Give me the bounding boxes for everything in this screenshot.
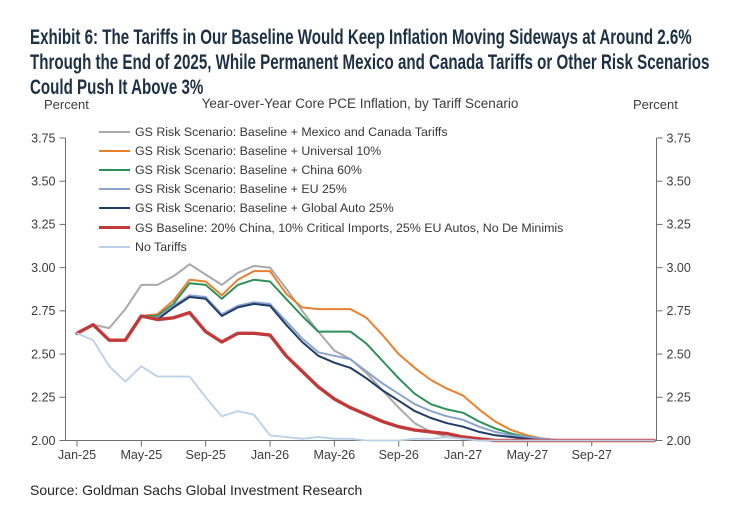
y-tick-label-left: 3.50: [31, 175, 55, 189]
source-line: Source: Goldman Sachs Global Investment …: [30, 482, 363, 498]
gs-risk-china-60-line: [76, 278, 655, 442]
legend-swatch-gs-baseline: [99, 225, 130, 230]
y-tick-label-left: 3.75: [31, 131, 55, 145]
legend-swatch-global-auto-25: [99, 207, 130, 210]
legend-item-gs-baseline: GS Baseline: 20% China, 10% Critical Imp…: [99, 218, 563, 237]
y-tick-label-right: 2.50: [667, 347, 691, 361]
y-tick-label-right: 3.25: [667, 218, 691, 232]
legend-swatch-no-tariffs: [99, 245, 130, 248]
legend-label: GS Risk Scenario: Baseline + EU 25%: [135, 182, 347, 197]
y-tick-label-right: 3.50: [667, 175, 691, 189]
x-tick-label: Jan-27: [444, 448, 482, 462]
legend-swatch-mexico-canada: [99, 130, 130, 133]
y-tick-label-right: 2.25: [667, 391, 691, 405]
y-tick-label-left: 3.25: [31, 218, 55, 232]
y-tick-label-right: 3.00: [667, 261, 691, 275]
legend-label: GS Risk Scenario: Baseline + Universal 1…: [135, 143, 382, 158]
legend: GS Risk Scenario: Baseline + Mexico and …: [99, 122, 563, 256]
x-tick-label: Jan-25: [58, 448, 96, 462]
y-tick-label-left: 2.50: [31, 347, 55, 361]
y-tick-label-right: 2.00: [667, 434, 691, 448]
x-tick-label: May-25: [121, 448, 163, 462]
legend-label: GS Risk Scenario: Baseline + Global Auto…: [135, 201, 394, 216]
y-axis-unit-left: Percent: [44, 97, 89, 112]
y-tick-label-left: 3.00: [31, 261, 55, 275]
y-tick-label-right: 3.75: [667, 131, 691, 145]
x-tick-label: Sep-26: [379, 448, 419, 462]
legend-item-universal-10: GS Risk Scenario: Baseline + Universal 1…: [99, 141, 563, 160]
y-tick-label-left: 2.25: [31, 391, 55, 405]
y-tick-label-left: 2.00: [31, 434, 55, 448]
legend-item-china-60: GS Risk Scenario: Baseline + China 60%: [99, 160, 563, 179]
legend-label: GS Risk Scenario: Baseline + China 60%: [135, 162, 362, 177]
legend-item-eu-25: GS Risk Scenario: Baseline + EU 25%: [99, 180, 563, 199]
legend-item-global-auto-25: GS Risk Scenario: Baseline + Global Auto…: [99, 199, 563, 218]
legend-label: GS Risk Scenario: Baseline + Mexico and …: [135, 124, 448, 139]
legend-item-mexico-canada: GS Risk Scenario: Baseline + Mexico and …: [99, 122, 563, 141]
legend-swatch-eu-25: [99, 188, 130, 191]
legend-label: GS Baseline: 20% China, 10% Critical Imp…: [135, 220, 564, 235]
legend-item-no-tariffs: No Tariffs: [99, 237, 563, 256]
x-tick-label: Jan-26: [251, 448, 289, 462]
x-tick-label: Sep-25: [186, 448, 226, 462]
exhibit-title: Exhibit 6: The Tariffs in Our Baseline W…: [30, 26, 710, 100]
legend-swatch-china-60: [99, 168, 130, 171]
legend-label: No Tariffs: [135, 239, 187, 254]
x-tick-label: May-26: [314, 448, 356, 462]
x-tick-label: Sep-27: [572, 448, 612, 462]
y-tick-label-right: 2.75: [667, 304, 691, 318]
x-tick-label: May-27: [507, 448, 549, 462]
chart-title: Year-over-Year Core PCE Inflation, by Ta…: [201, 96, 519, 111]
y-tick-label-left: 2.75: [31, 304, 55, 318]
no-tariffs-line: [76, 332, 655, 442]
y-axis-unit-right: Percent: [633, 97, 678, 112]
legend-swatch-universal-10: [99, 149, 130, 152]
